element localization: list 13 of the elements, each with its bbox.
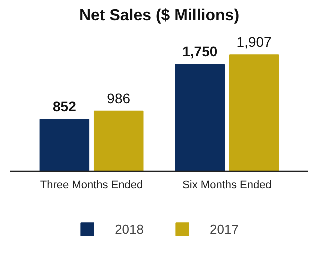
legend-label: 2018 — [115, 222, 144, 236]
data-label: 1,750 — [182, 44, 218, 60]
legend-label: 2017 — [210, 222, 239, 236]
x-tick-label: Three Months Ended — [40, 180, 144, 192]
bar — [175, 64, 226, 172]
x-tick-label: Six Months Ended — [182, 180, 272, 192]
data-label: 986 — [107, 90, 131, 106]
bar — [229, 54, 280, 172]
chart-title: Net Sales ($ Millions) — [79, 8, 240, 24]
data-label: 852 — [53, 98, 77, 115]
bar — [94, 110, 144, 172]
data-label: 1,907 — [236, 34, 272, 50]
bar — [40, 119, 90, 172]
